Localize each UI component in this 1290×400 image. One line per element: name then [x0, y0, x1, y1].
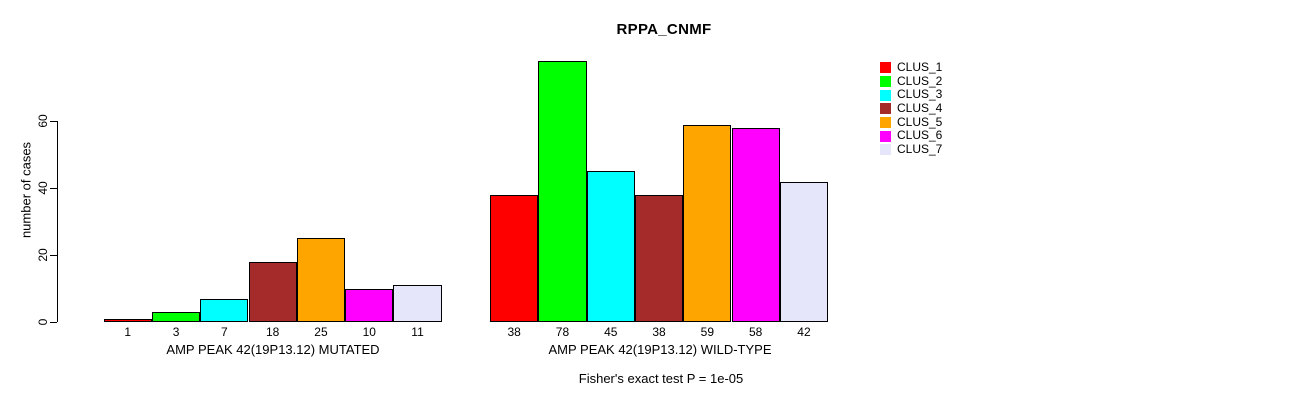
legend-label: CLUS_6 [897, 128, 943, 143]
bar-clus_4-group0 [248, 261, 297, 322]
bar-clus_3-group1 [586, 171, 635, 322]
legend-item-clus_4: CLUS_4 [880, 101, 943, 116]
y-axis-tick-label: 60 [36, 114, 50, 128]
y-axis-line [57, 121, 58, 322]
bar-value-label: 1 [124, 325, 132, 339]
legend-item-clus_2: CLUS_2 [880, 73, 943, 89]
bar-clus_6-group0 [345, 288, 394, 322]
y-axis-tick [50, 121, 57, 123]
bar-value-label: 18 [265, 325, 280, 339]
x-axis-group-label-mutated: AMP PEAK 42(19P13.12) MUTATED [166, 342, 380, 357]
legend-swatch [880, 117, 891, 129]
bar-value-label: 38 [652, 325, 666, 339]
legend-swatch [880, 144, 891, 156]
legend-label: CLUS_2 [897, 73, 943, 88]
legend-swatch [880, 103, 891, 115]
bar-value-label: 7 [220, 325, 228, 339]
bar-clus_3-group0 [200, 298, 249, 322]
bar-clus_1-group1 [490, 194, 539, 322]
bar-clus_5-group0 [296, 238, 346, 322]
legend-item-clus_1: CLUS_1 [880, 60, 943, 75]
bar-clus_2-group0 [151, 311, 201, 322]
bar-value-label: 10 [362, 325, 376, 339]
legend-label: CLUS_7 [897, 142, 943, 157]
legend-swatch [880, 62, 891, 74]
legend-item-clus_3: CLUS_3 [880, 88, 942, 102]
bar-clus_2-group1 [538, 61, 587, 322]
y-axis-tick [50, 322, 57, 323]
legend-label: CLUS_3 [897, 87, 943, 102]
bar-clus_7-group1 [779, 181, 829, 322]
y-axis-tick [50, 255, 57, 257]
legend-swatch [880, 130, 891, 142]
y-axis-tick-label: 20 [36, 248, 50, 262]
bar-clus_7-group0 [393, 285, 442, 322]
bar-value-label: 25 [314, 325, 328, 339]
y-axis-tick-label: 0 [36, 318, 50, 326]
y-axis-tick-label: 40 [36, 181, 50, 195]
bar-value-label: 58 [748, 325, 763, 339]
bar-clus_4-group1 [634, 194, 684, 322]
bar-value-label: 42 [797, 325, 811, 339]
legend-label: CLUS_5 [897, 114, 943, 129]
bar-value-label: 11 [411, 325, 424, 339]
legend-item-clus_5: CLUS_5 [880, 114, 943, 130]
fisher-test-footnote: Fisher's exact test P = 1e-05 [578, 371, 744, 386]
legend-label: CLUS_4 [897, 101, 943, 116]
y-axis-label: number of cases [18, 141, 34, 239]
x-axis-group-label-wild-type: AMP PEAK 42(19P13.12) WILD-TYPE [548, 342, 772, 357]
legend-label: CLUS_1 [897, 60, 943, 74]
bar-value-label: 59 [700, 325, 715, 339]
legend-swatch [880, 76, 891, 88]
legend-swatch [880, 89, 891, 101]
bar-clus_5-group1 [683, 124, 732, 322]
bar-clus_6-group1 [731, 128, 780, 322]
bar-value-label: 78 [555, 325, 570, 339]
bar-value-label: 45 [604, 325, 618, 339]
bar-value-label: 38 [507, 325, 521, 339]
bar-clus_1-group0 [103, 318, 152, 322]
chart-title: RPPA_CNMF [616, 21, 712, 38]
y-axis-tick [50, 188, 57, 190]
legend: CLUS_1 CLUS_2 CLUS_3 CLUS_4 CLUS_5 CLUS_6 CLUS… [880, 60, 943, 157]
bar-value-label: 3 [172, 325, 180, 339]
legend-item-clus_7: CLUS_7 [880, 142, 943, 157]
legend-item-clus_6: CLUS_6 [880, 129, 942, 143]
